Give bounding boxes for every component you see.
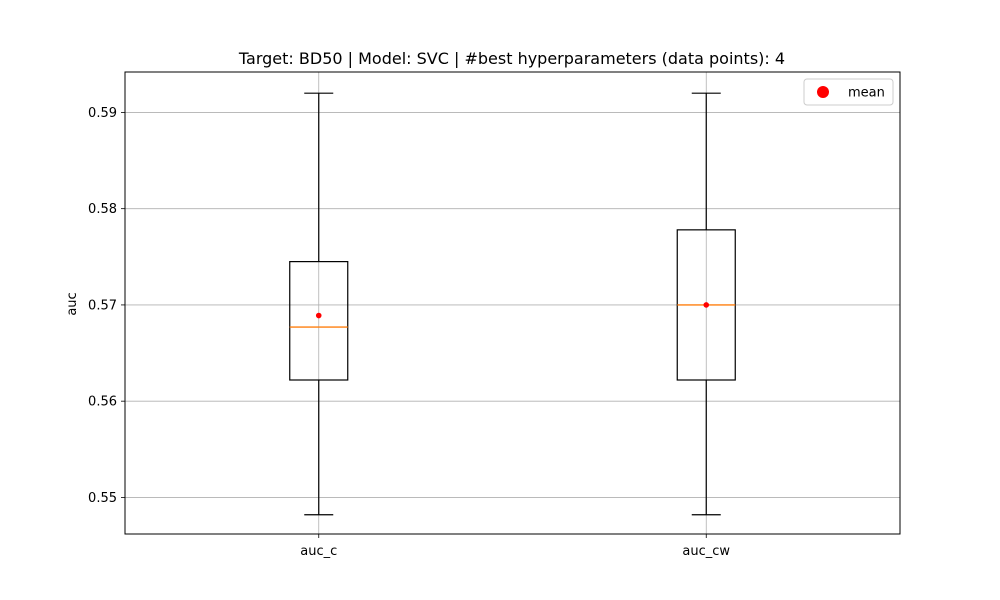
y-tick-label: 0.59	[88, 106, 117, 121]
legend-label: mean	[848, 86, 885, 101]
legend-box	[803, 78, 894, 106]
x-tick-label: auc_cw	[682, 544, 730, 559]
y-tick-label: 0.56	[88, 395, 117, 410]
axes-frame	[124, 71, 901, 535]
legend-mean-marker	[817, 86, 829, 98]
mean-marker	[315, 312, 322, 319]
box-iqr	[289, 261, 349, 381]
chart-title: Target: BD50 | Model: SVC | #best hyperp…	[238, 49, 785, 68]
y-tick-label: 0.55	[88, 491, 117, 506]
y-axis-label: auc	[65, 292, 80, 315]
y-tick-label: 0.57	[88, 298, 117, 313]
plot-area: 0.55 0.56 0.57 0.58 0.59 auc_c auc_cw mean	[88, 71, 901, 559]
y-tick-label: 0.58	[88, 202, 117, 217]
x-tick-label: auc_c	[300, 544, 337, 559]
mean-marker	[703, 302, 710, 308]
